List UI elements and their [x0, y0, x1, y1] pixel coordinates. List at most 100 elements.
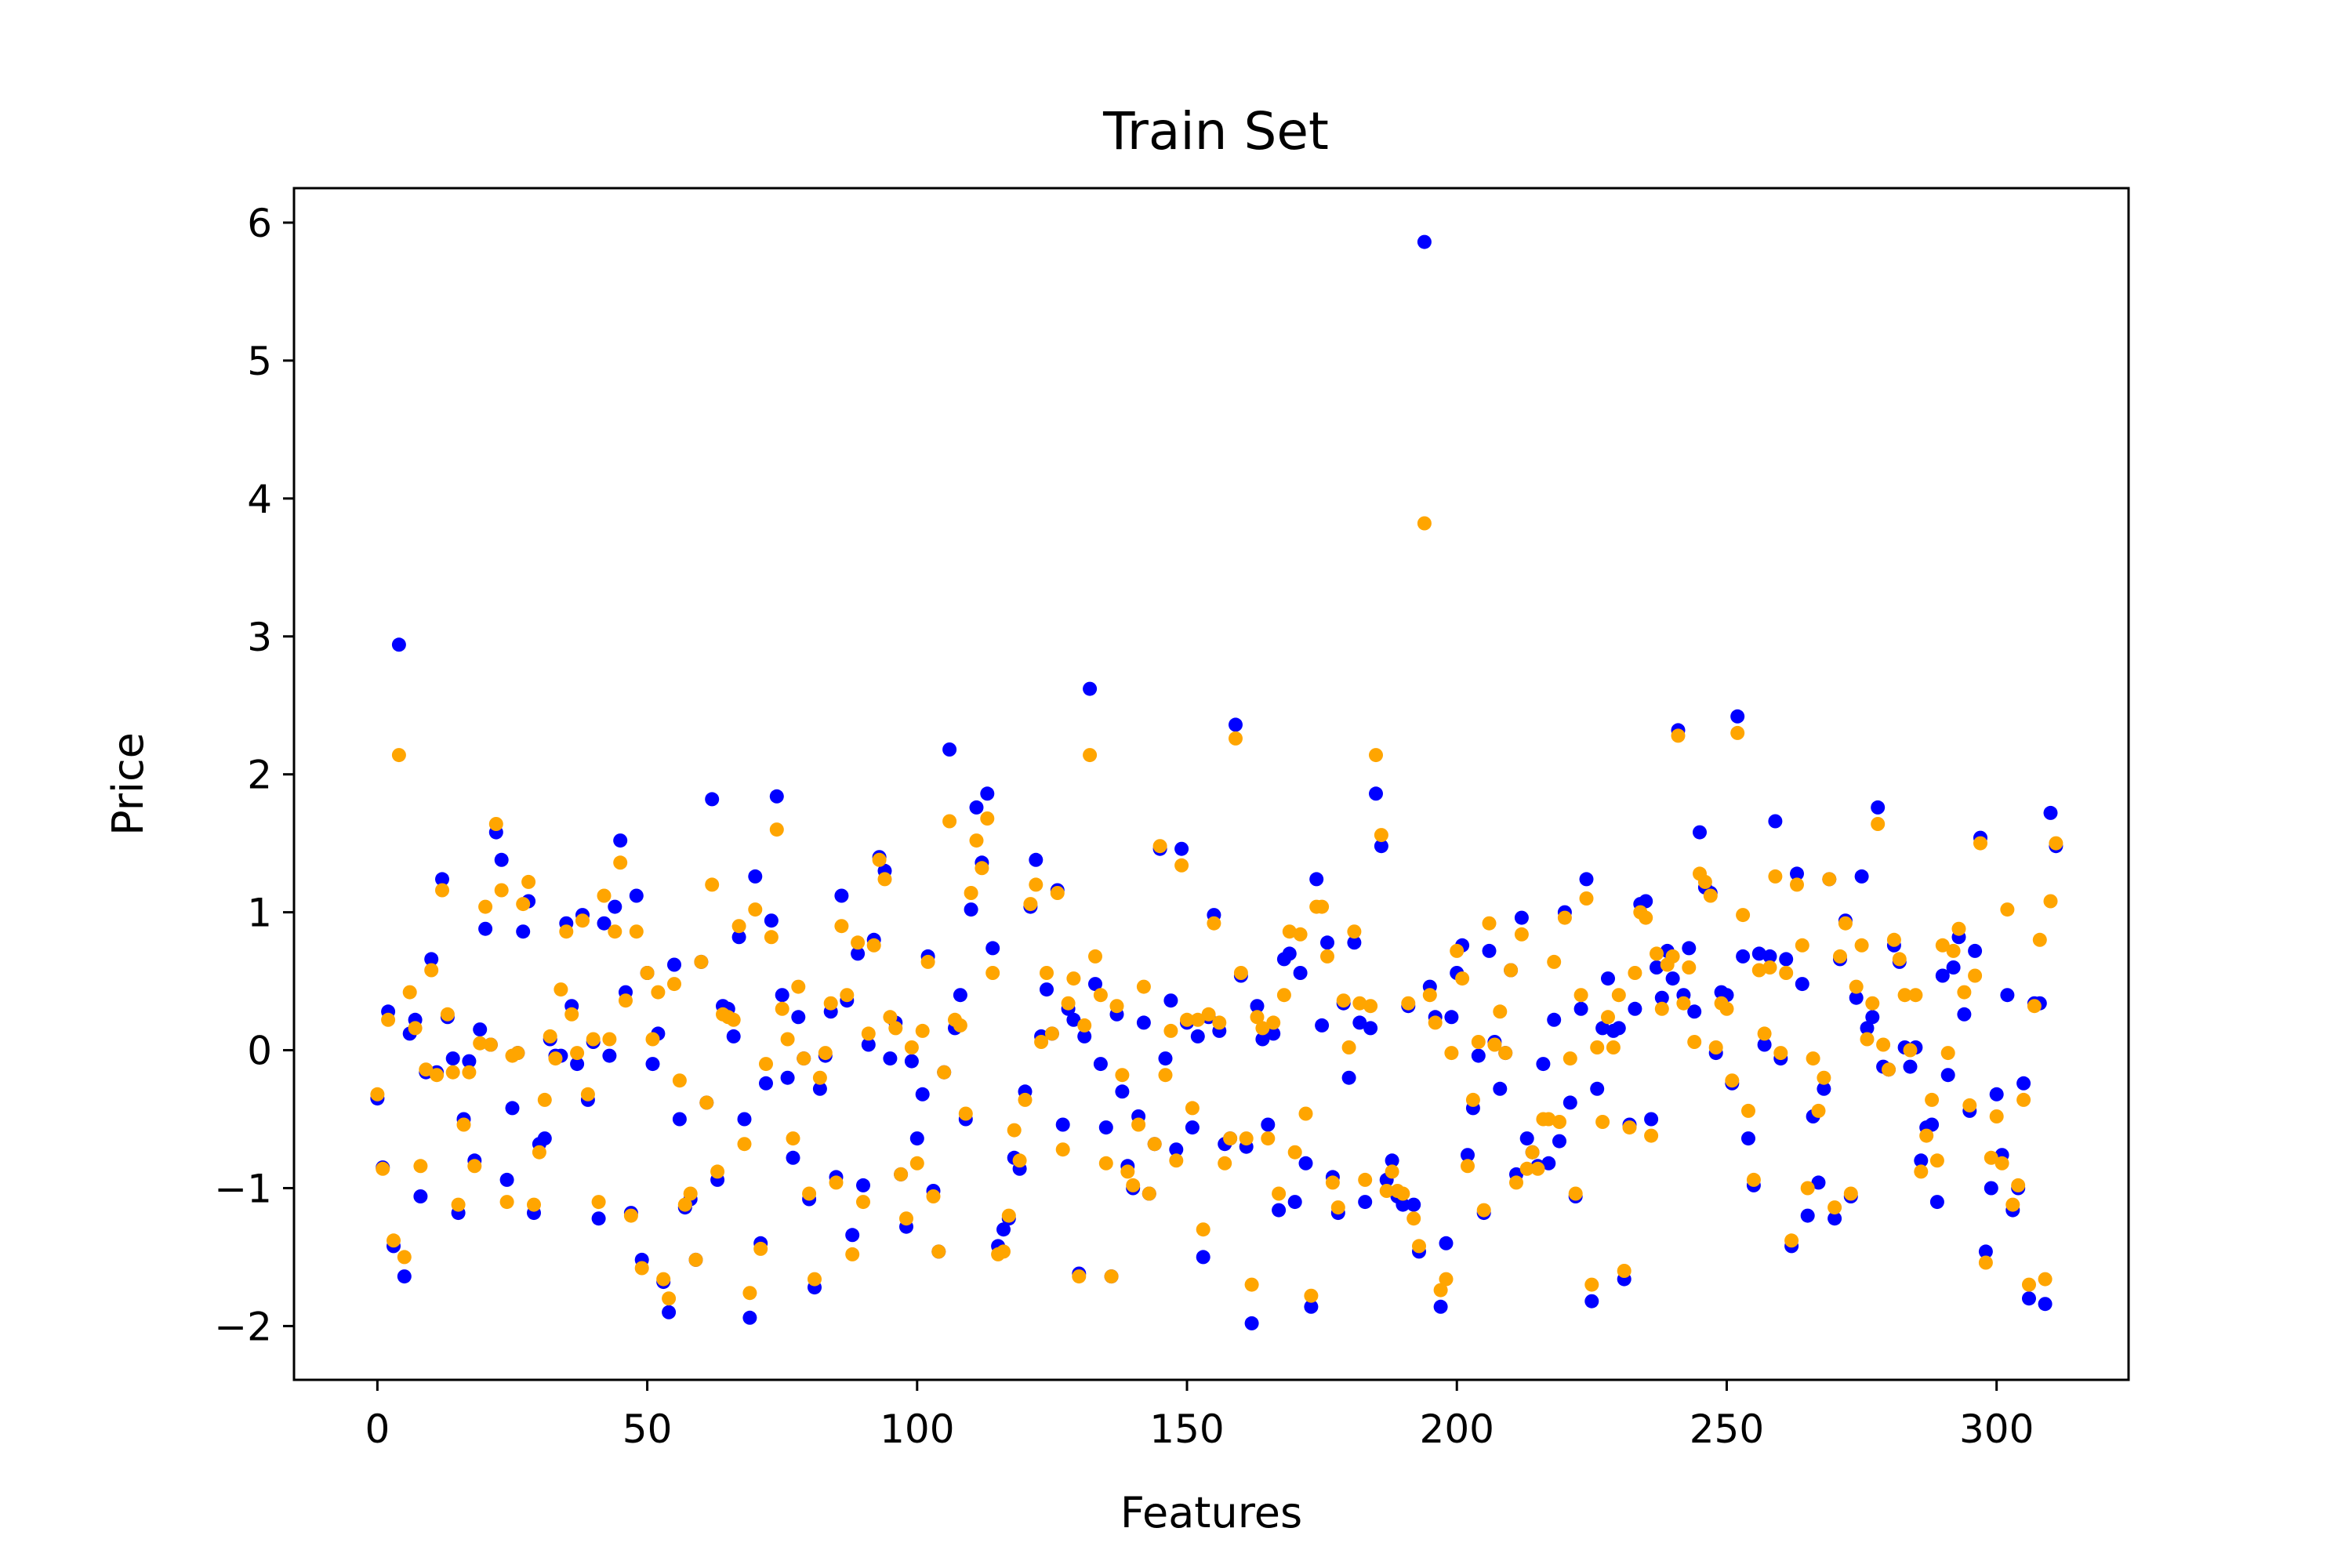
series-2-point — [640, 966, 655, 980]
series-2-point — [1676, 996, 1691, 1011]
series-2-point — [1115, 1068, 1130, 1083]
series-2-point — [543, 1029, 557, 1044]
series-1-point — [883, 1051, 898, 1066]
series-2-point — [1595, 1115, 1610, 1129]
series-1-point — [1272, 1203, 1287, 1218]
series-2-point — [705, 877, 720, 892]
series-2-point — [1476, 1203, 1491, 1218]
series-2-point — [2027, 999, 2042, 1014]
series-1-point — [1261, 1117, 1276, 1132]
series-2-point — [1487, 1037, 1502, 1052]
series-2-point — [580, 1087, 595, 1102]
plot-frame — [292, 187, 2130, 1381]
series-1-point — [1444, 1010, 1459, 1025]
series-2-point — [1001, 1208, 1016, 1223]
series-1-point — [1584, 1294, 1599, 1308]
x-tick-label: 150 — [1149, 1406, 1224, 1452]
series-2-point — [1552, 1115, 1566, 1129]
series-2-point — [1174, 858, 1189, 873]
series-2-point — [494, 883, 509, 898]
series-1-point — [473, 1022, 488, 1037]
series-1-point — [1406, 1197, 1421, 1212]
series-2-point — [1029, 877, 1044, 892]
series-2-point — [1639, 910, 1653, 925]
series-2-point — [791, 979, 806, 994]
series-1-point — [1185, 1120, 1200, 1135]
series-1-point — [1493, 1081, 1508, 1096]
series-2-point — [2032, 932, 2047, 947]
series-2-point — [1465, 1092, 1480, 1107]
series-2-point — [1061, 996, 1076, 1011]
series-1-point — [1396, 1197, 1410, 1212]
series-2-point — [2000, 902, 2015, 917]
series-2-point — [1040, 966, 1054, 980]
series-2-point — [1606, 1040, 1621, 1054]
series-2-point — [1120, 1164, 1135, 1179]
series-1-point — [1471, 1048, 1486, 1063]
series-2-point — [1498, 1046, 1513, 1061]
series-1-point — [591, 1211, 606, 1226]
x-tick-label: 200 — [1420, 1406, 1494, 1452]
series-2-point — [586, 1032, 601, 1047]
series-2-point — [1229, 731, 1243, 746]
series-2-point — [656, 1272, 671, 1287]
series-2-point — [2038, 1272, 2053, 1287]
series-1-point — [494, 852, 509, 867]
series-2-point — [1077, 1018, 1092, 1033]
series-1-point — [1417, 234, 1432, 249]
y-axis-label: Price — [103, 732, 153, 836]
series-2-point — [1806, 1051, 1820, 1066]
series-1-point — [1374, 839, 1388, 854]
series-2-point — [462, 1065, 477, 1080]
series-2-point — [780, 1032, 795, 1047]
series-2-point — [845, 1247, 860, 1261]
series-1-point — [1158, 1051, 1173, 1066]
series-1-point — [904, 1054, 919, 1069]
series-2-point — [1671, 728, 1686, 743]
series-2-point — [1876, 1037, 1891, 1052]
series-1-point — [629, 888, 644, 903]
series-1-point — [413, 1189, 428, 1203]
series-2-point — [764, 930, 779, 945]
series-2-point — [1628, 966, 1642, 980]
series-2-point — [413, 1159, 428, 1174]
series-1-point — [969, 800, 984, 815]
series-1-point — [1914, 1153, 1929, 1168]
series-2-point — [1746, 1172, 1761, 1187]
series-2-point — [1341, 1040, 1356, 1054]
series-2-point — [1255, 1021, 1270, 1036]
series-2-point — [634, 1261, 649, 1276]
series-2-point — [1903, 1043, 1918, 1058]
series-2-point — [1725, 1073, 1740, 1088]
series-1-point — [1817, 1081, 1831, 1096]
series-1-point — [1229, 717, 1243, 732]
series-2-point — [1946, 943, 1961, 958]
series-2-point — [1325, 1175, 1340, 1190]
series-2-point — [1773, 1046, 1788, 1061]
series-2-point — [1347, 924, 1362, 939]
series-2-point — [899, 1211, 913, 1226]
series-2-point — [2016, 1092, 2031, 1107]
series-2-point — [1406, 1211, 1421, 1226]
series-2-point — [1330, 1200, 1345, 1215]
series-2-point — [1223, 1131, 1238, 1146]
series-1-point — [1298, 1156, 1313, 1171]
series-1-point — [1190, 1029, 1205, 1044]
series-1-point — [1385, 1153, 1399, 1168]
series-2-point — [532, 1145, 546, 1160]
series-2-point — [456, 1117, 471, 1132]
series-2-point — [527, 1197, 541, 1212]
series-2-point — [1428, 1015, 1443, 1030]
series-2-point — [1811, 1103, 1826, 1118]
series-1-point — [1654, 990, 1669, 1005]
series-2-point — [759, 1057, 773, 1072]
series-1-point — [812, 1081, 827, 1096]
series-1-point — [861, 1037, 876, 1052]
series-1-point — [1169, 1142, 1184, 1157]
series-1-point — [1984, 1181, 1998, 1196]
series-2-point — [737, 1137, 752, 1152]
series-2-point — [419, 1062, 434, 1077]
series-2-point — [748, 902, 763, 917]
series-2-point — [445, 1065, 460, 1080]
series-1-point — [435, 872, 449, 887]
